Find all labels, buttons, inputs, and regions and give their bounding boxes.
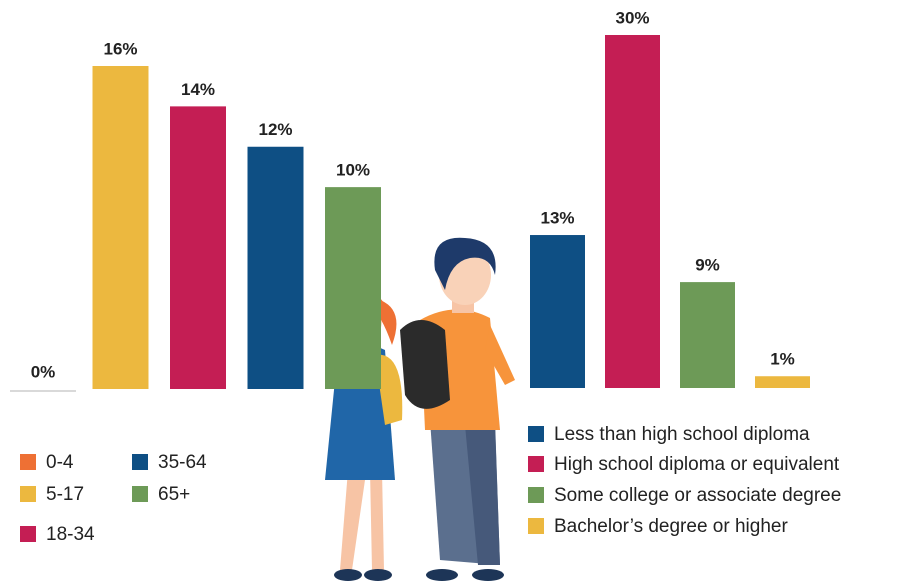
legend-swatch — [20, 454, 36, 470]
legend-label: 0-4 — [46, 452, 74, 473]
value-label: 9% — [695, 256, 720, 275]
legend-swatch — [132, 454, 148, 470]
value-label: 12% — [258, 120, 292, 139]
bar — [605, 35, 660, 388]
value-label: 14% — [181, 80, 215, 99]
value-label: 0% — [31, 362, 56, 381]
legend-swatch — [132, 486, 148, 502]
bar — [755, 376, 810, 388]
value-label: 10% — [336, 161, 370, 180]
bar — [680, 282, 735, 388]
legend-label: 65+ — [158, 484, 190, 505]
legend-swatch — [528, 456, 544, 472]
bar — [325, 187, 381, 389]
legend-label: Less than high school diploma — [554, 424, 810, 445]
legend-label: 5-17 — [46, 484, 84, 505]
bar — [530, 235, 585, 388]
bar — [170, 106, 226, 389]
legend-label: High school diploma or equivalent — [554, 454, 840, 475]
value-label: 13% — [540, 209, 574, 228]
legend-swatch — [20, 526, 36, 542]
value-label: 30% — [615, 8, 649, 27]
legend-label: Some college or associate degree — [554, 485, 841, 506]
legend-swatch — [528, 518, 544, 534]
legend-label: 35-64 — [158, 452, 207, 473]
legend-swatch — [20, 486, 36, 502]
legend-label: Bachelor’s degree or higher — [554, 516, 788, 537]
bar — [92, 66, 149, 389]
value-label: 16% — [103, 39, 137, 58]
value-label: 1% — [770, 350, 795, 369]
bar — [247, 146, 304, 389]
legend-swatch — [528, 426, 544, 442]
legend-swatch — [528, 487, 544, 503]
legend-label: 18-34 — [46, 524, 95, 545]
